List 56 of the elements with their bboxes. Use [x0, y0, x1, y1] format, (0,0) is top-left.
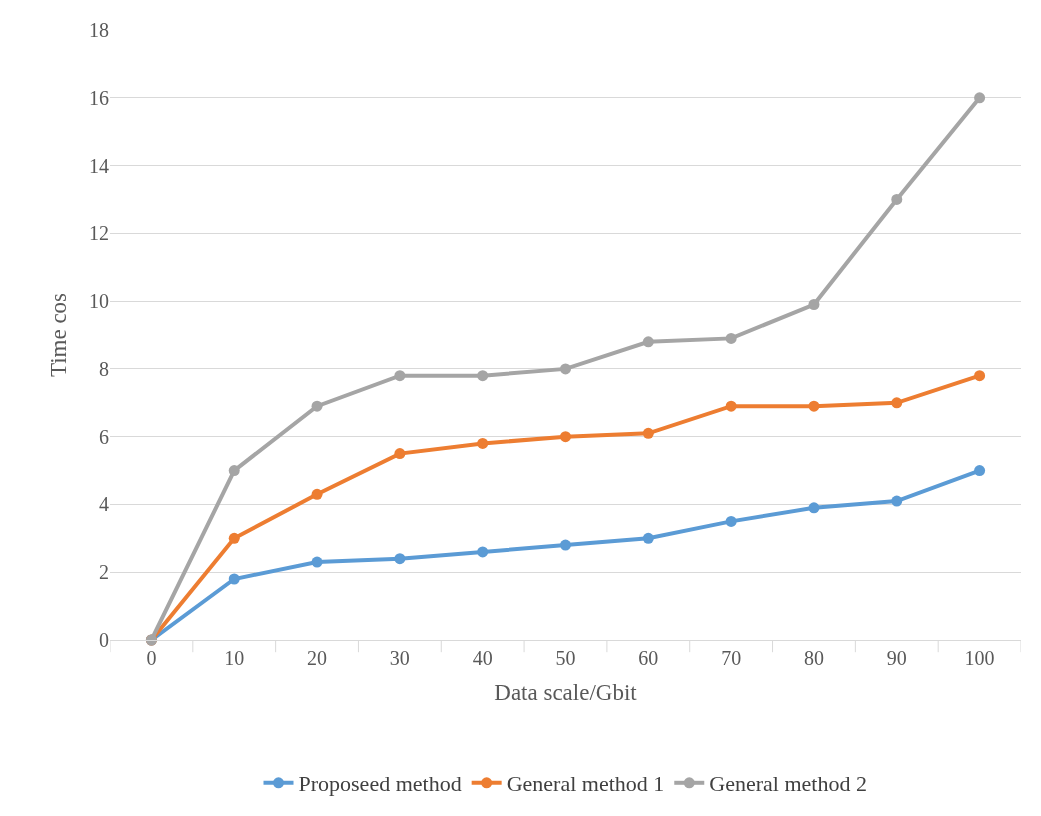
point [560, 431, 571, 443]
x-tick-label: 50 [555, 647, 576, 669]
y-tick-label: 16 [89, 86, 109, 109]
point [642, 532, 654, 544]
y-tick-label: 6 [99, 425, 109, 448]
x-tick-label: 70 [721, 647, 742, 669]
y-tick-label: 14 [89, 154, 109, 177]
x-tick-label: 80 [803, 647, 824, 669]
point [228, 465, 240, 477]
x-tick-label: 20 [307, 647, 328, 669]
y-axis-title: Time cos [46, 292, 72, 378]
y-tick-label: 12 [89, 222, 109, 245]
point [311, 556, 323, 568]
y-tick-label: 2 [99, 561, 109, 584]
legend-label: General method 1 [506, 771, 665, 797]
y-tick-label: 4 [99, 493, 109, 516]
point [311, 400, 323, 412]
x-tick-label: 0 [146, 647, 157, 669]
x-tick-label: 100 [964, 647, 995, 669]
y-tick-label: 0 [99, 629, 109, 651]
point [891, 397, 903, 409]
point [477, 546, 489, 558]
point [974, 92, 986, 104]
y-tick-label: 8 [99, 357, 109, 380]
point [808, 299, 820, 310]
point [477, 437, 489, 449]
x-tick-label: 90 [886, 647, 907, 669]
legend-label: General method 2 [709, 771, 867, 797]
point [228, 532, 240, 544]
point [725, 400, 737, 412]
x-tick-label: 10 [224, 647, 245, 669]
point [725, 515, 737, 527]
point [394, 448, 406, 460]
point [974, 465, 986, 477]
x-tick-label: 60 [638, 647, 659, 669]
point [808, 502, 820, 514]
point [477, 370, 489, 382]
point [808, 400, 820, 412]
y-tick-label: 10 [89, 290, 109, 313]
point [642, 336, 654, 348]
point [891, 193, 903, 205]
point [228, 573, 240, 585]
x-tick-label: 40 [472, 647, 493, 669]
point [725, 332, 737, 344]
point [974, 370, 986, 382]
point [560, 363, 571, 375]
point [311, 488, 323, 500]
point [394, 553, 406, 565]
x-tick-label: 30 [389, 647, 410, 669]
legend-label: Proposeed method [298, 771, 462, 797]
point [560, 539, 571, 551]
point [891, 495, 903, 507]
y-tick-label: 18 [89, 19, 109, 41]
x-axis-title: Data scale/Gbit [494, 679, 638, 705]
point [394, 370, 406, 382]
point [642, 427, 654, 439]
